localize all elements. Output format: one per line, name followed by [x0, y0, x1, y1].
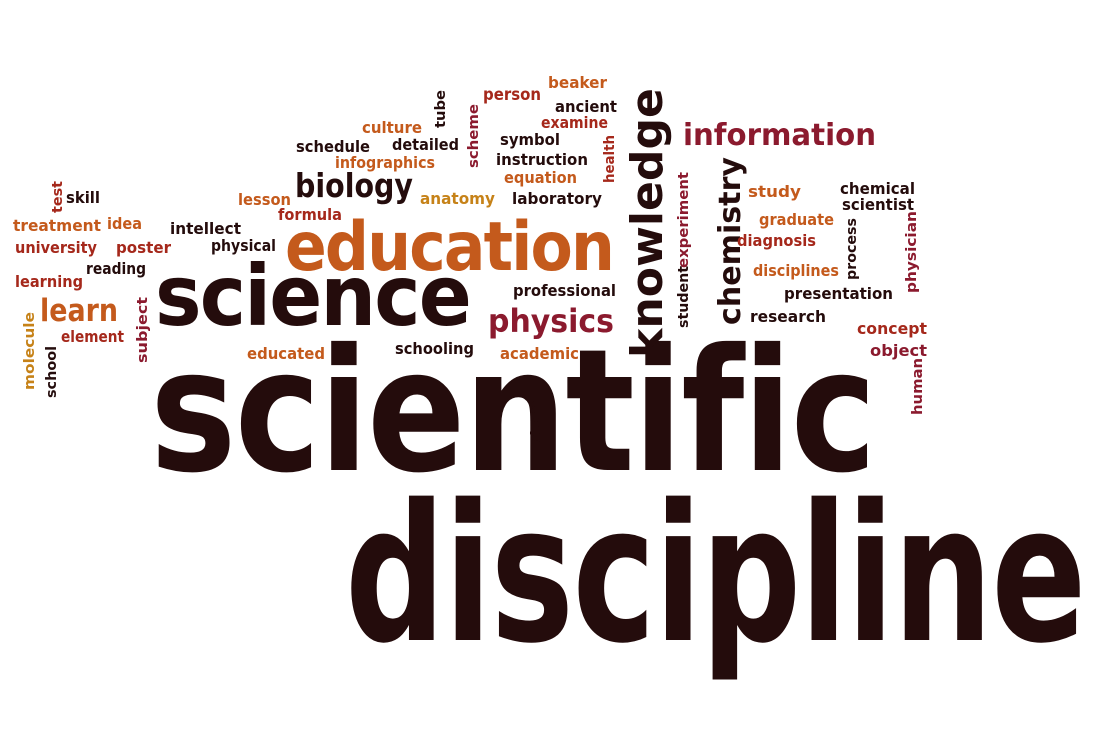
- word-schedule: schedule: [296, 137, 370, 156]
- word-scheme: scheme: [466, 104, 482, 168]
- word-knowledge: knowledge: [622, 88, 673, 358]
- word-human: human: [910, 358, 926, 415]
- word-ancient: ancient: [555, 97, 617, 116]
- word-learning: learning: [15, 272, 83, 291]
- word-reading: reading: [86, 259, 146, 278]
- word-formula: formula: [278, 205, 342, 224]
- word-poster: poster: [116, 238, 171, 257]
- word-student: student: [676, 266, 692, 328]
- word-scientific: scientific: [150, 313, 875, 511]
- word-anatomy: anatomy: [420, 189, 496, 208]
- word-subject: subject: [135, 297, 151, 363]
- word-concept: concept: [857, 319, 927, 338]
- word-skill: skill: [66, 188, 100, 207]
- word-test: test: [50, 181, 66, 213]
- word-experiment: experiment: [676, 172, 692, 268]
- word-equation: equation: [504, 168, 577, 187]
- word-learn: learn: [40, 293, 118, 329]
- word-schooling: schooling: [395, 339, 474, 358]
- word-chemistry: chemistry: [713, 157, 748, 325]
- word-culture: culture: [362, 118, 422, 137]
- word-symbol: symbol: [500, 130, 560, 149]
- word-professional: professional: [513, 281, 616, 300]
- word-beaker: beaker: [548, 73, 607, 92]
- word-process: process: [844, 218, 860, 280]
- word-university: university: [15, 238, 98, 257]
- word-scientist: scientist: [842, 195, 914, 214]
- word-infographics: infographics: [335, 153, 435, 172]
- word-idea: idea: [107, 214, 142, 233]
- word-disciplines: disciplines: [753, 261, 839, 280]
- word-chemical: chemical: [840, 179, 915, 198]
- word-information: information: [683, 118, 876, 153]
- word-study: study: [748, 182, 802, 201]
- word-diagnosis: diagnosis: [737, 231, 816, 250]
- word-physics: physics: [488, 302, 614, 340]
- word-research: research: [750, 307, 826, 326]
- word-biology: biology: [295, 166, 413, 205]
- word-intellect: intellect: [170, 219, 241, 238]
- word-detailed: detailed: [392, 135, 459, 154]
- word-educated: educated: [247, 344, 325, 363]
- word-school: school: [44, 346, 60, 398]
- word-science: science: [155, 247, 470, 345]
- word-health: health: [602, 135, 618, 183]
- word-molecule: molecule: [22, 312, 38, 390]
- word-person: person: [483, 85, 541, 105]
- word-graduate: graduate: [759, 210, 834, 229]
- word-atom: atom: [528, 400, 544, 447]
- word-treatment: treatment: [13, 216, 101, 235]
- word-presentation: presentation: [784, 284, 893, 303]
- word-instruction: instruction: [496, 150, 588, 169]
- word-laboratory: laboratory: [512, 189, 603, 208]
- word-physician: physician: [904, 211, 920, 293]
- word-physical: physical: [211, 236, 276, 255]
- word-object: object: [870, 341, 927, 360]
- word-education: education: [285, 208, 613, 287]
- word-tube: tube: [433, 90, 449, 128]
- word-discipline: discipline: [345, 464, 1085, 685]
- word-academic: academic: [500, 344, 579, 363]
- word-element: element: [61, 327, 124, 346]
- word-examine: examine: [541, 113, 608, 132]
- word-lesson: lesson: [238, 190, 291, 209]
